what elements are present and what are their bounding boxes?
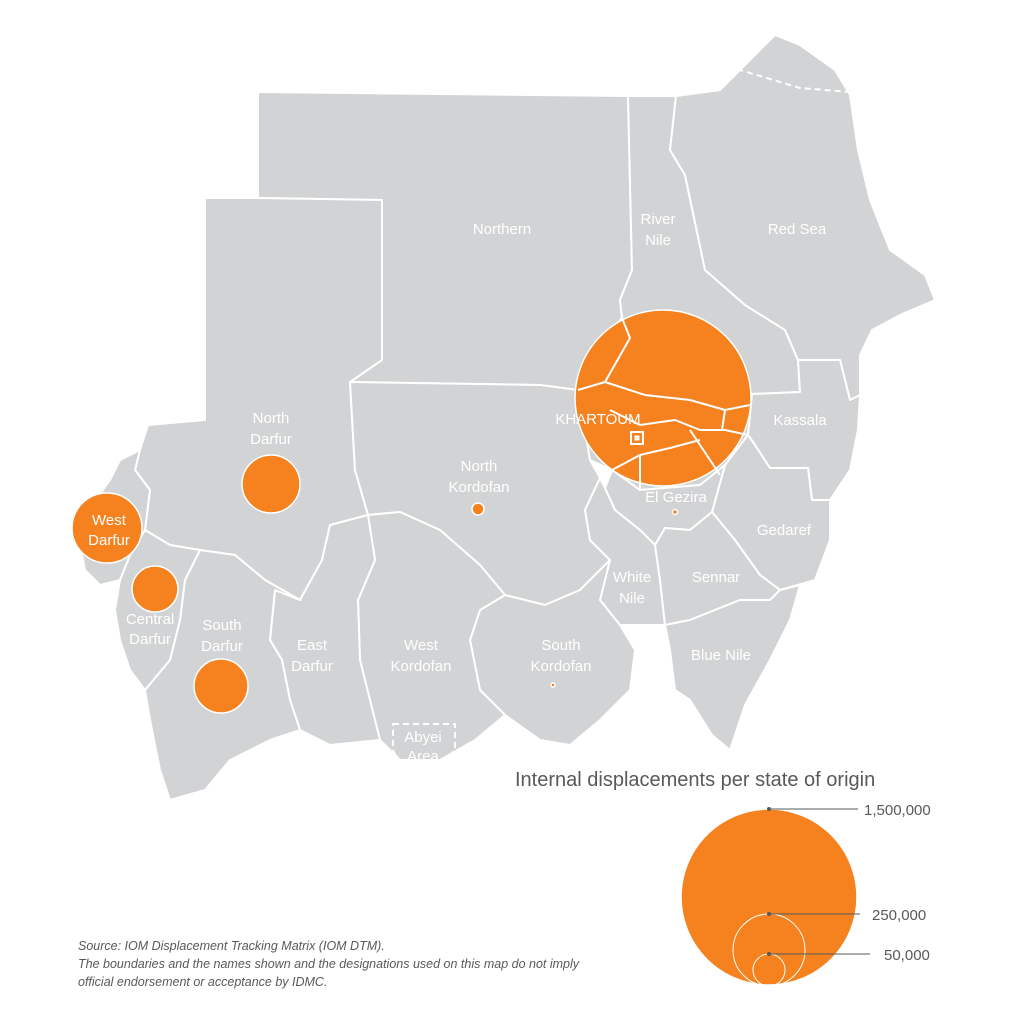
label-red-sea: Red Sea	[768, 221, 827, 238]
label-sennar: Sennar	[692, 569, 740, 586]
label-west-darfur: West Darfur	[88, 512, 130, 549]
label-north-kordofan: North Kordofan	[449, 458, 510, 496]
label-abyei: Abyei Area	[404, 729, 442, 765]
khartoum-inner-borders	[577, 317, 751, 490]
label-kassala: Kassala	[773, 412, 827, 429]
label-river-nile: River Nile	[640, 211, 675, 249]
bubble-el-gezira	[671, 508, 679, 516]
state-labels: Northern River Nile Red Sea North Darfur N…	[88, 211, 827, 765]
capital-marker-inner	[634, 435, 640, 441]
legend-dot-1500000	[767, 807, 771, 811]
capital-marker	[630, 431, 644, 445]
halaib-boundary	[675, 68, 851, 97]
legend-dot-50000	[767, 952, 771, 956]
label-northern: Northern	[473, 221, 531, 238]
legend-value-250000: 250,000	[872, 907, 926, 924]
label-north-darfur: North Darfur	[250, 410, 292, 448]
state-blue-nile	[664, 584, 801, 751]
legend-circle-1500000	[680, 808, 858, 986]
abyei-boundary	[392, 723, 456, 766]
source-note: Source: IOM Displacement Tracking Matrix…	[78, 937, 698, 991]
state-red-sea	[669, 34, 936, 401]
bubble-south-darfur	[193, 658, 249, 714]
label-el-gezira: El Gezira	[645, 489, 707, 506]
source-line-1: Source: IOM Displacement Tracking Matrix…	[78, 939, 385, 953]
label-west-kordofan: West Kordofan	[391, 637, 452, 675]
legend-value-50000: 50,000	[884, 947, 930, 964]
label-south-kordofan: South Kordofan	[531, 637, 592, 675]
source-line-3: official endorsement or acceptance by ID…	[78, 975, 328, 989]
legend-dot-250000	[767, 912, 771, 916]
legend: Internal displacements per state of orig…	[515, 769, 931, 987]
label-central-darfur: Central Darfur	[126, 611, 174, 648]
legend-value-1500000: 1,500,000	[864, 802, 931, 819]
bubble-south-kordofan	[550, 682, 556, 688]
legend-title: Internal displacements per state of orig…	[515, 769, 875, 791]
label-khartoum: KHARTOUM	[555, 411, 640, 428]
bubble-north-kordofan	[471, 502, 485, 516]
bubble-central-darfur	[131, 565, 179, 613]
label-blue-nile: Blue Nile	[691, 647, 751, 664]
label-south-darfur: South Darfur	[201, 617, 243, 655]
label-east-darfur: East Darfur	[291, 637, 333, 675]
bubble-north-darfur	[241, 454, 301, 514]
source-line-2: The boundaries and the names shown and t…	[78, 957, 580, 971]
bubble-west-darfur	[71, 492, 143, 564]
label-gedaref: Gedaref	[757, 522, 812, 539]
label-white-nile: White Nile	[613, 569, 651, 607]
